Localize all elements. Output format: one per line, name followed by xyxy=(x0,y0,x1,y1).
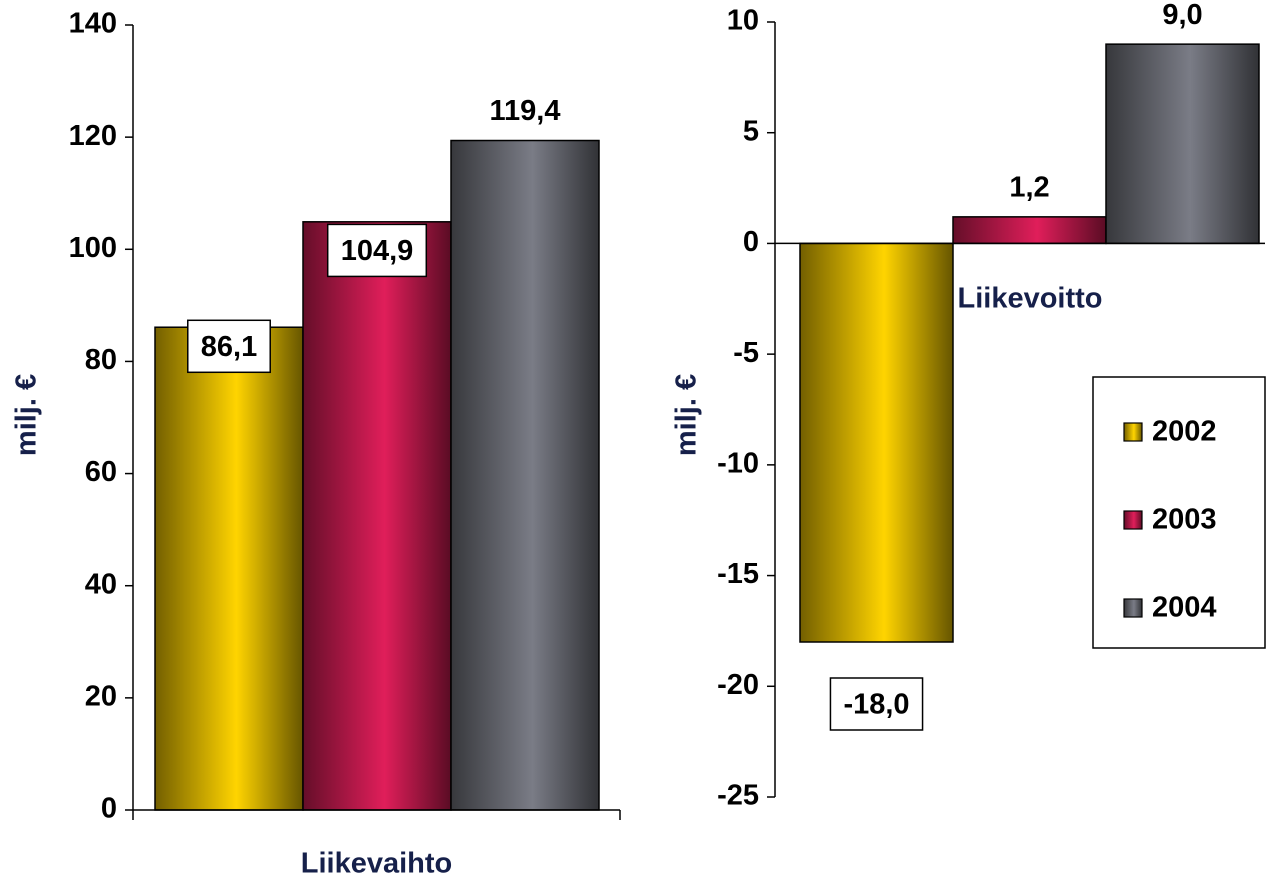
legend-label: 2002 xyxy=(1152,416,1217,448)
y-tick-label: -10 xyxy=(717,448,759,480)
y-tick-label: 10 xyxy=(727,5,759,37)
y-tick-label: 140 xyxy=(69,8,117,40)
bar xyxy=(799,242,954,643)
y-tick-label: 0 xyxy=(743,226,759,258)
y-tick-label: 5 xyxy=(743,115,759,147)
bar xyxy=(154,326,304,811)
value-label-box xyxy=(326,223,428,278)
legend-box xyxy=(1092,376,1266,649)
legend-label: 2003 xyxy=(1152,504,1217,536)
y-tick-label: -25 xyxy=(717,780,759,812)
y-tick-label: 60 xyxy=(85,456,117,488)
value-label: 9,0 xyxy=(1162,0,1202,31)
y-axis-label: milj. € xyxy=(671,374,703,456)
y-tick-label: -15 xyxy=(717,558,759,590)
bar xyxy=(952,216,1107,245)
y-tick-label: 80 xyxy=(85,344,117,376)
value-label-box xyxy=(187,319,271,374)
bar xyxy=(1105,43,1260,245)
y-tick-label: -5 xyxy=(733,337,759,369)
y-tick-label: 40 xyxy=(85,568,117,600)
legend-swatch xyxy=(1123,422,1143,442)
bar xyxy=(302,221,452,811)
y-tick-label: 20 xyxy=(85,681,117,713)
value-label: 86,1 xyxy=(201,331,257,363)
y-axis-label: milj. € xyxy=(11,374,43,456)
value-label: 119,4 xyxy=(490,95,561,127)
y-tick-label: 0 xyxy=(101,793,117,825)
value-label-box xyxy=(829,677,924,731)
bar xyxy=(450,139,600,811)
y-tick-label: 120 xyxy=(69,120,117,152)
legend-swatch xyxy=(1123,598,1143,618)
value-label: 1,2 xyxy=(1009,172,1049,204)
x-category-label: Liikevoitto xyxy=(957,283,1102,315)
y-tick-label: -20 xyxy=(717,669,759,701)
x-category-label: Liikevaihto xyxy=(301,848,453,880)
legend-swatch xyxy=(1123,510,1143,530)
value-label: 104,9 xyxy=(341,235,414,267)
y-tick-label: 100 xyxy=(69,232,117,264)
value-label: -18,0 xyxy=(843,689,909,721)
legend-label: 2004 xyxy=(1152,592,1217,624)
